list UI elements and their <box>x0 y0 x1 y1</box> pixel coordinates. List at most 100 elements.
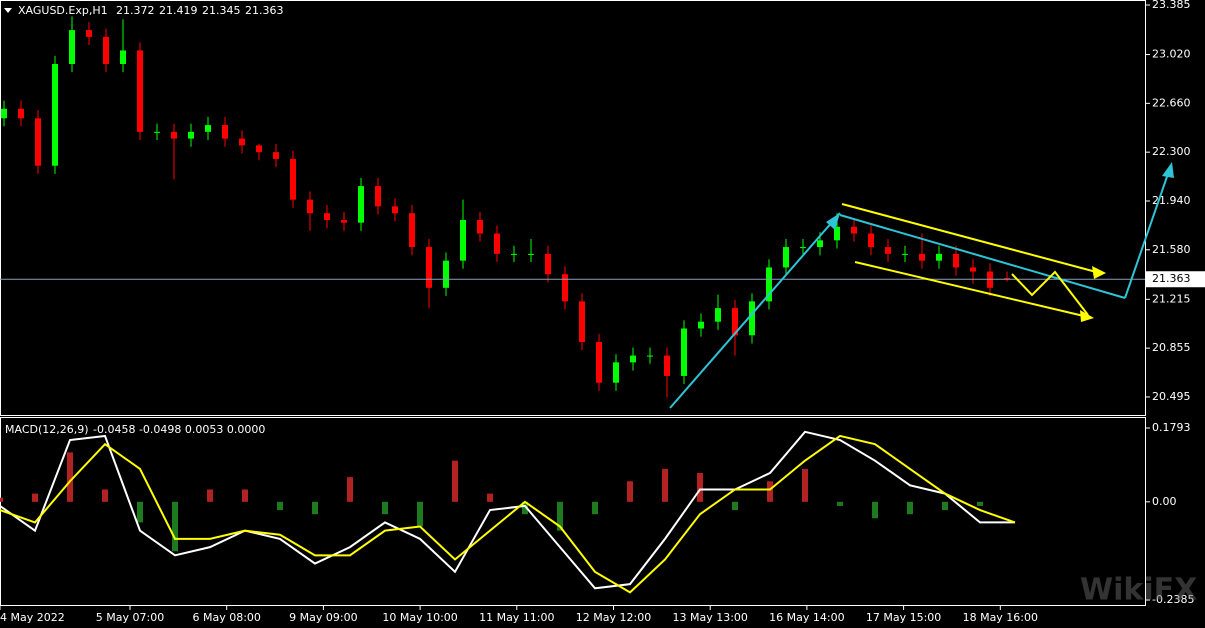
candle-body <box>936 253 942 261</box>
y-tick-label: 21.940 <box>1152 194 1191 207</box>
candle-body <box>375 186 381 207</box>
x-tick-label: 18 May 16:00 <box>963 611 1038 624</box>
x-tick-label: 17 May 15:00 <box>866 611 941 624</box>
candle-body <box>562 274 568 302</box>
candle-body <box>154 131 160 133</box>
arrow-head <box>826 213 840 230</box>
histogram-bar <box>137 501 143 523</box>
y-tick-label: 21.580 <box>1152 243 1191 256</box>
ohlc-low: 21.345 <box>202 4 241 17</box>
histogram-bar <box>977 501 983 506</box>
candle-body <box>1 108 7 119</box>
candle-body <box>953 253 959 268</box>
candle-body <box>715 308 721 322</box>
histogram-bar <box>102 489 108 502</box>
candle-body <box>528 253 534 255</box>
histogram-bar <box>417 501 423 527</box>
candle-body <box>817 240 823 248</box>
candle-body <box>664 355 670 376</box>
histogram-bar <box>382 501 388 515</box>
histogram-bar <box>32 493 38 502</box>
main-frame <box>0 0 1146 416</box>
candle-body <box>851 226 857 234</box>
candle-body <box>52 64 58 166</box>
arrow-head <box>1162 162 1174 178</box>
candle-body <box>885 247 891 254</box>
candle-body <box>579 301 585 343</box>
candle-body <box>137 50 143 132</box>
candle-body <box>18 108 24 119</box>
watermark: WikiFX <box>1080 573 1197 608</box>
x-tick-label: 13 May 13:00 <box>672 611 747 624</box>
histogram-bar <box>172 501 178 552</box>
candle-body <box>35 118 41 166</box>
y-tick-label: 0.1793 <box>1152 421 1191 434</box>
candle-body <box>290 158 296 200</box>
candle-body <box>69 30 75 65</box>
candle-body <box>1004 278 1010 280</box>
candle-body <box>868 233 874 248</box>
candle-body <box>188 131 194 139</box>
histogram-bar <box>802 468 808 502</box>
y-tick-label: 23.020 <box>1152 48 1191 61</box>
macd-title: MACD(12,26,9) <box>5 423 89 436</box>
menu-icon[interactable] <box>4 8 12 13</box>
y-tick-label: 22.660 <box>1152 96 1191 109</box>
candle-body <box>222 125 228 139</box>
y-tick-label: -0.2385 <box>1152 593 1194 606</box>
candle-body <box>800 247 806 249</box>
histogram-bar <box>452 460 458 502</box>
candle-body <box>341 219 347 223</box>
histogram-bar <box>312 501 318 515</box>
candle-body <box>732 308 738 336</box>
arrow-head <box>1092 266 1106 279</box>
candle-body <box>86 30 92 37</box>
price-label: 21.363 <box>1152 272 1191 285</box>
candle-body <box>256 145 262 153</box>
candle-body <box>477 219 483 234</box>
macd-frame <box>0 417 1146 606</box>
candle-body <box>919 253 925 261</box>
candle-body <box>392 206 398 214</box>
candle-body <box>596 342 602 383</box>
macd-line <box>0 430 1015 590</box>
x-tick-label: 11 May 11:00 <box>479 611 554 624</box>
symbol: XAGUSD.Exp,H1 <box>18 4 108 17</box>
histogram-bar <box>697 473 703 502</box>
x-tick-label: 12 May 12:00 <box>576 611 651 624</box>
histogram-bar <box>872 501 878 519</box>
y-tick-label: 20.495 <box>1152 390 1191 403</box>
histogram-bar <box>907 501 913 515</box>
candle-body <box>545 253 551 275</box>
x-tick-label: 16 May 14:00 <box>769 611 844 624</box>
y-tick-label: 0.00 <box>1152 495 1177 508</box>
y-tick-label: 21.215 <box>1152 292 1191 305</box>
arrow-head <box>1080 310 1094 322</box>
candle-body <box>307 199 313 214</box>
candle-body <box>613 362 619 383</box>
x-tick-label: 5 May 07:00 <box>96 611 164 624</box>
ohlc-open: 21.372 <box>116 4 155 17</box>
candle-body <box>443 260 449 288</box>
candle-body <box>460 219 466 261</box>
histogram-bar <box>207 489 213 502</box>
trend-arrow <box>669 212 841 409</box>
histogram-bar <box>487 493 493 502</box>
y-tick-label: 22.300 <box>1152 145 1191 158</box>
histogram-bar <box>942 501 948 511</box>
candle-body <box>358 186 364 223</box>
histogram-bar <box>242 489 248 502</box>
histogram-bar <box>627 481 633 502</box>
x-tick-label: 4 May 2022 <box>0 611 65 624</box>
histogram-bar <box>67 452 73 502</box>
y-tick-label: 23.385 <box>1152 0 1191 11</box>
candle-body <box>205 125 211 132</box>
histogram-bar <box>767 481 773 502</box>
y-tick-label: 20.855 <box>1152 341 1191 354</box>
histogram-bar <box>662 468 668 502</box>
histogram-bar <box>557 501 563 531</box>
histogram-bar <box>837 501 843 506</box>
candle-body <box>647 355 653 357</box>
